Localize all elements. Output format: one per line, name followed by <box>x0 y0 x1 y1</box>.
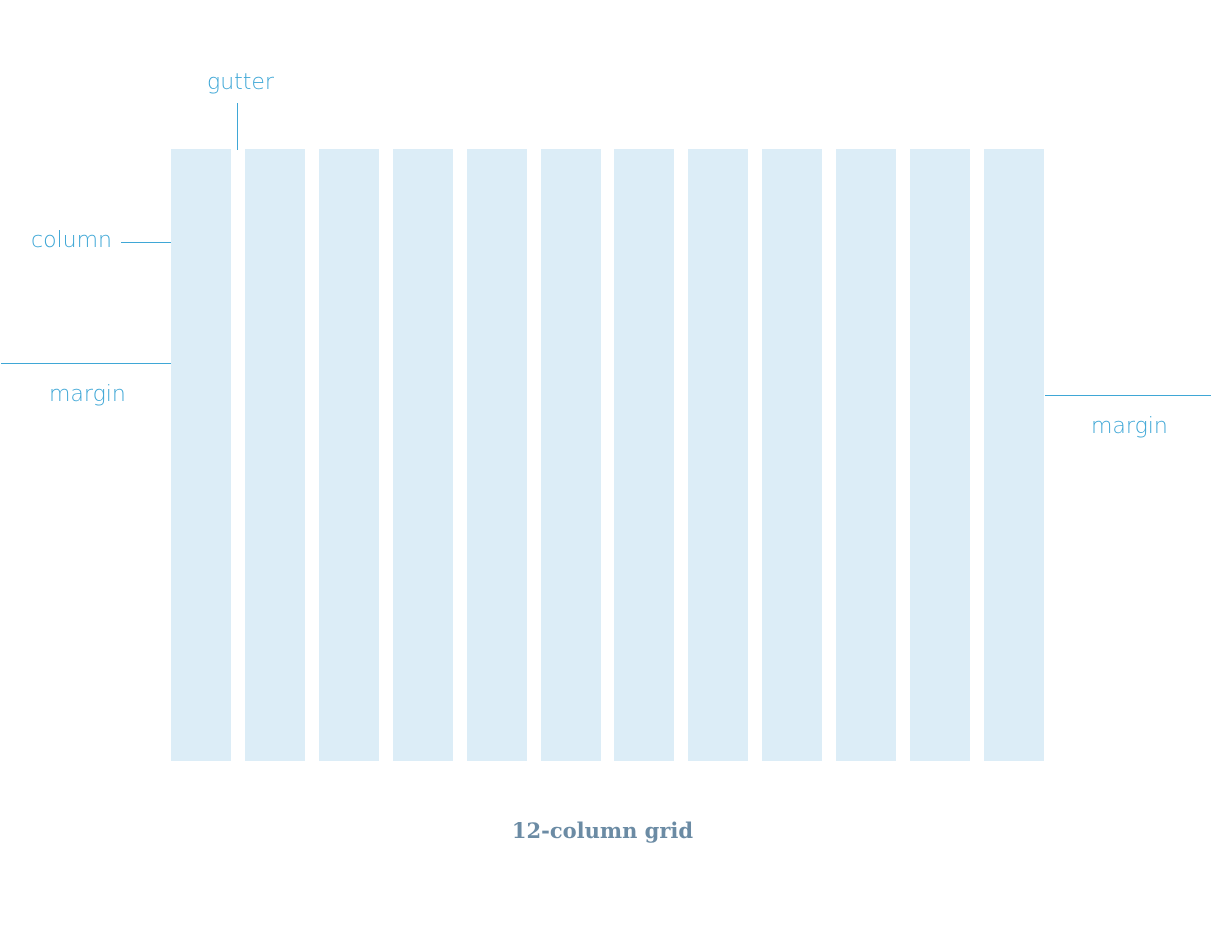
grid-column <box>393 149 453 761</box>
grid-column <box>467 149 527 761</box>
column-label: column <box>31 228 112 253</box>
left-margin-line <box>1 363 171 364</box>
grid-column <box>762 149 822 761</box>
grid-column <box>910 149 970 761</box>
gutter-label: gutter <box>207 70 274 95</box>
grid-column <box>688 149 748 761</box>
column-grid <box>171 149 1044 761</box>
column-leader-line <box>121 242 193 243</box>
right-margin-label: margin <box>1091 414 1168 439</box>
left-margin-label: margin <box>49 382 126 407</box>
diagram-caption: 12-column grid <box>511 818 694 843</box>
grid-column <box>245 149 305 761</box>
grid-column <box>984 149 1044 761</box>
right-margin-line <box>1045 395 1211 396</box>
grid-column <box>614 149 674 761</box>
grid-column <box>836 149 896 761</box>
gutter-leader-line <box>237 103 238 150</box>
grid-column <box>541 149 601 761</box>
grid-column <box>171 149 231 761</box>
grid-column <box>319 149 379 761</box>
